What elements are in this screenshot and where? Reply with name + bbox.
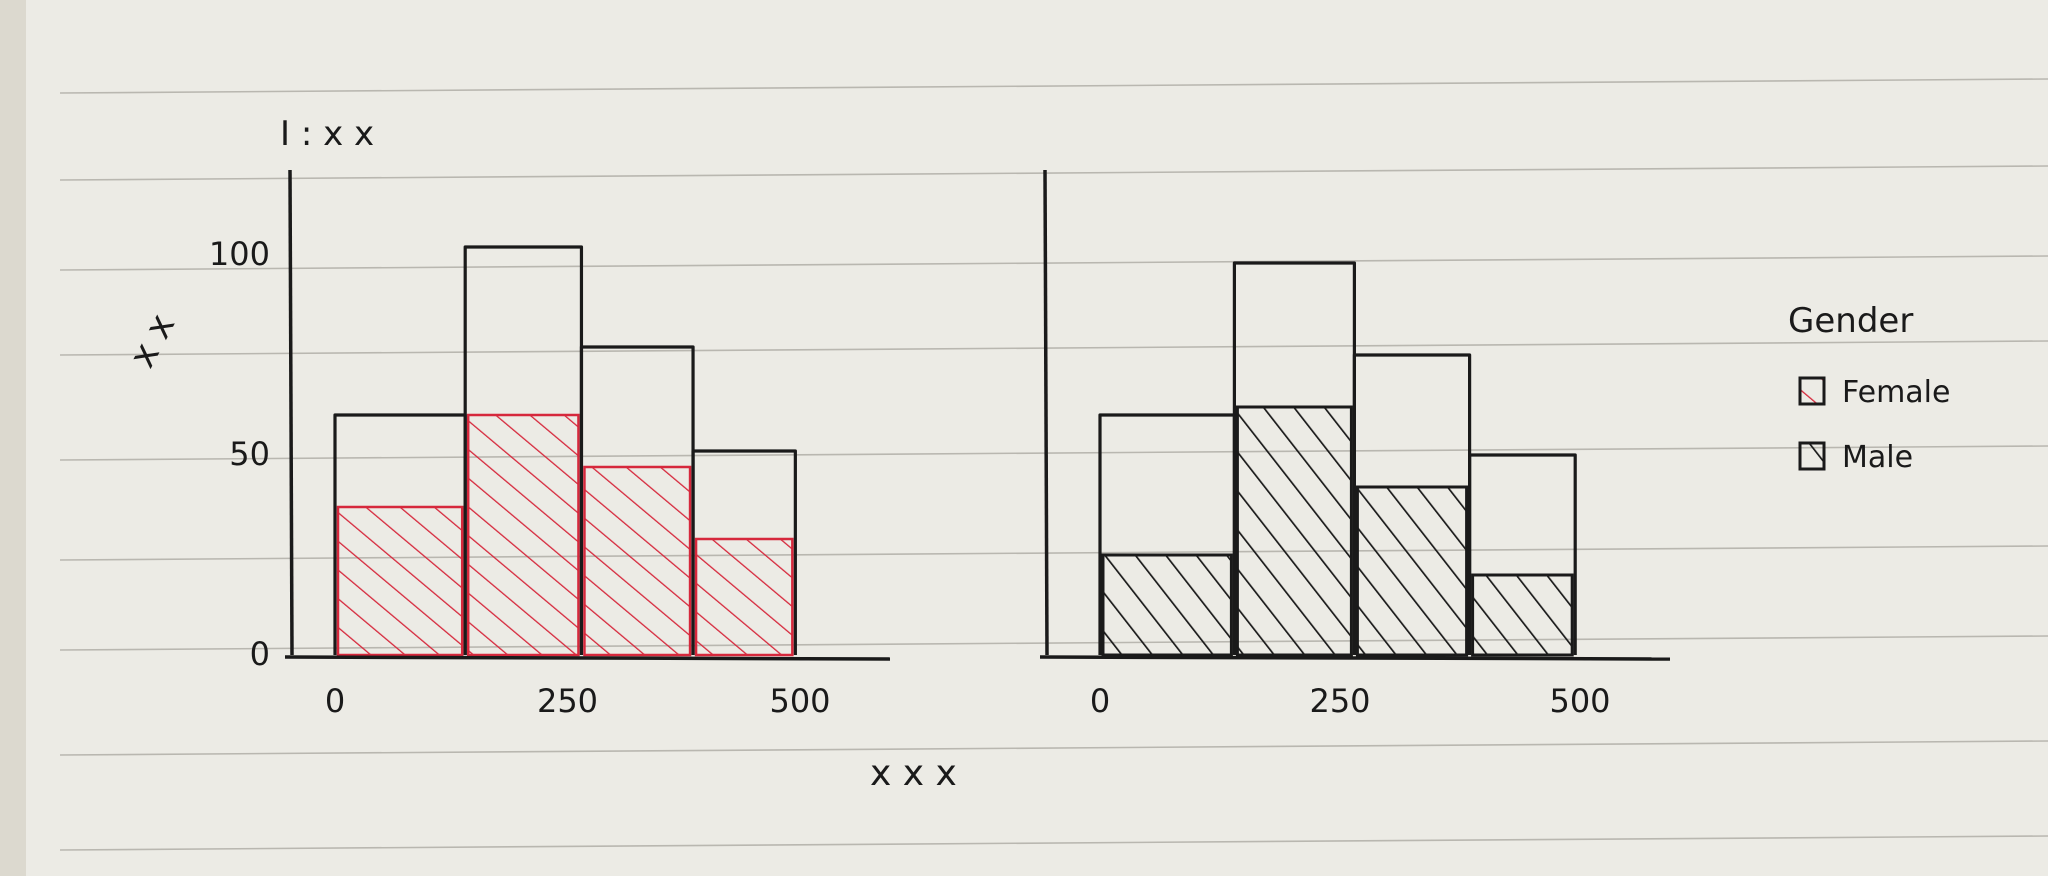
y-tick-label: 0 <box>250 635 270 673</box>
ruled-line <box>59 740 2048 756</box>
facet-1-x-axis-line <box>284 655 891 661</box>
bin-filled-portion <box>466 413 580 657</box>
legend-swatch-male <box>1798 441 1826 471</box>
facet-1-y-axis-line <box>288 169 294 656</box>
ruled-line <box>59 445 2048 461</box>
ruled-line <box>59 340 2048 356</box>
ruled-line <box>59 255 2048 271</box>
legend-label-male: Male <box>1842 440 1913 475</box>
bin-total-outline <box>1468 453 1577 655</box>
ruled-line <box>59 165 2048 181</box>
bin-filled-portion <box>1235 405 1353 657</box>
x-tick-label: 0 <box>325 682 345 720</box>
histogram-bin <box>463 245 584 657</box>
ruled-lines <box>59 78 2048 851</box>
bin-filled-portion <box>583 465 692 657</box>
legend-title: Gender <box>1788 301 1913 341</box>
bin-filled-portion <box>1101 553 1233 657</box>
facet-panel-1: I : x x 0 50 100 0 250 500 <box>209 114 891 720</box>
legend: Gender Female Male <box>1788 301 1950 475</box>
facet-2-y-axis-line <box>1043 169 1049 656</box>
x-tick-label: 0 <box>1090 682 1110 720</box>
histogram-bin <box>579 345 695 657</box>
histogram-bin <box>1468 453 1577 657</box>
histogram-bin <box>691 449 797 657</box>
facet-2-x-axis-line <box>1039 655 1671 661</box>
legend-label-female: Female <box>1842 375 1950 410</box>
legend-entry-male: Male <box>1798 440 1913 475</box>
bin-filled-portion <box>694 537 794 657</box>
facet-panel-2: 0 250 500 <box>1039 169 1671 720</box>
x-axis-label: x x x <box>870 753 957 794</box>
x-tick-label: 250 <box>1309 682 1370 720</box>
x-tick-label: 500 <box>1549 682 1610 720</box>
bin-total-outline <box>691 449 797 655</box>
bin-filled-portion <box>1471 573 1574 657</box>
x-tick-label: 500 <box>769 682 830 720</box>
histogram-bin <box>1352 353 1472 657</box>
bin-filled-portion <box>1355 485 1469 657</box>
legend-entry-female: Female <box>1798 375 1950 410</box>
paper-binding-edge <box>0 0 26 876</box>
histogram-bin <box>1098 413 1236 657</box>
y-tick-label: 100 <box>209 235 270 273</box>
bin-filled-portion <box>336 505 464 657</box>
y-tick-label: 50 <box>229 435 270 473</box>
ruled-line <box>59 78 2048 94</box>
ruled-line <box>59 835 2048 851</box>
x-tick-label: 250 <box>537 682 598 720</box>
facet-1-title: I : x x <box>280 114 374 154</box>
legend-swatch-female <box>1798 376 1826 406</box>
